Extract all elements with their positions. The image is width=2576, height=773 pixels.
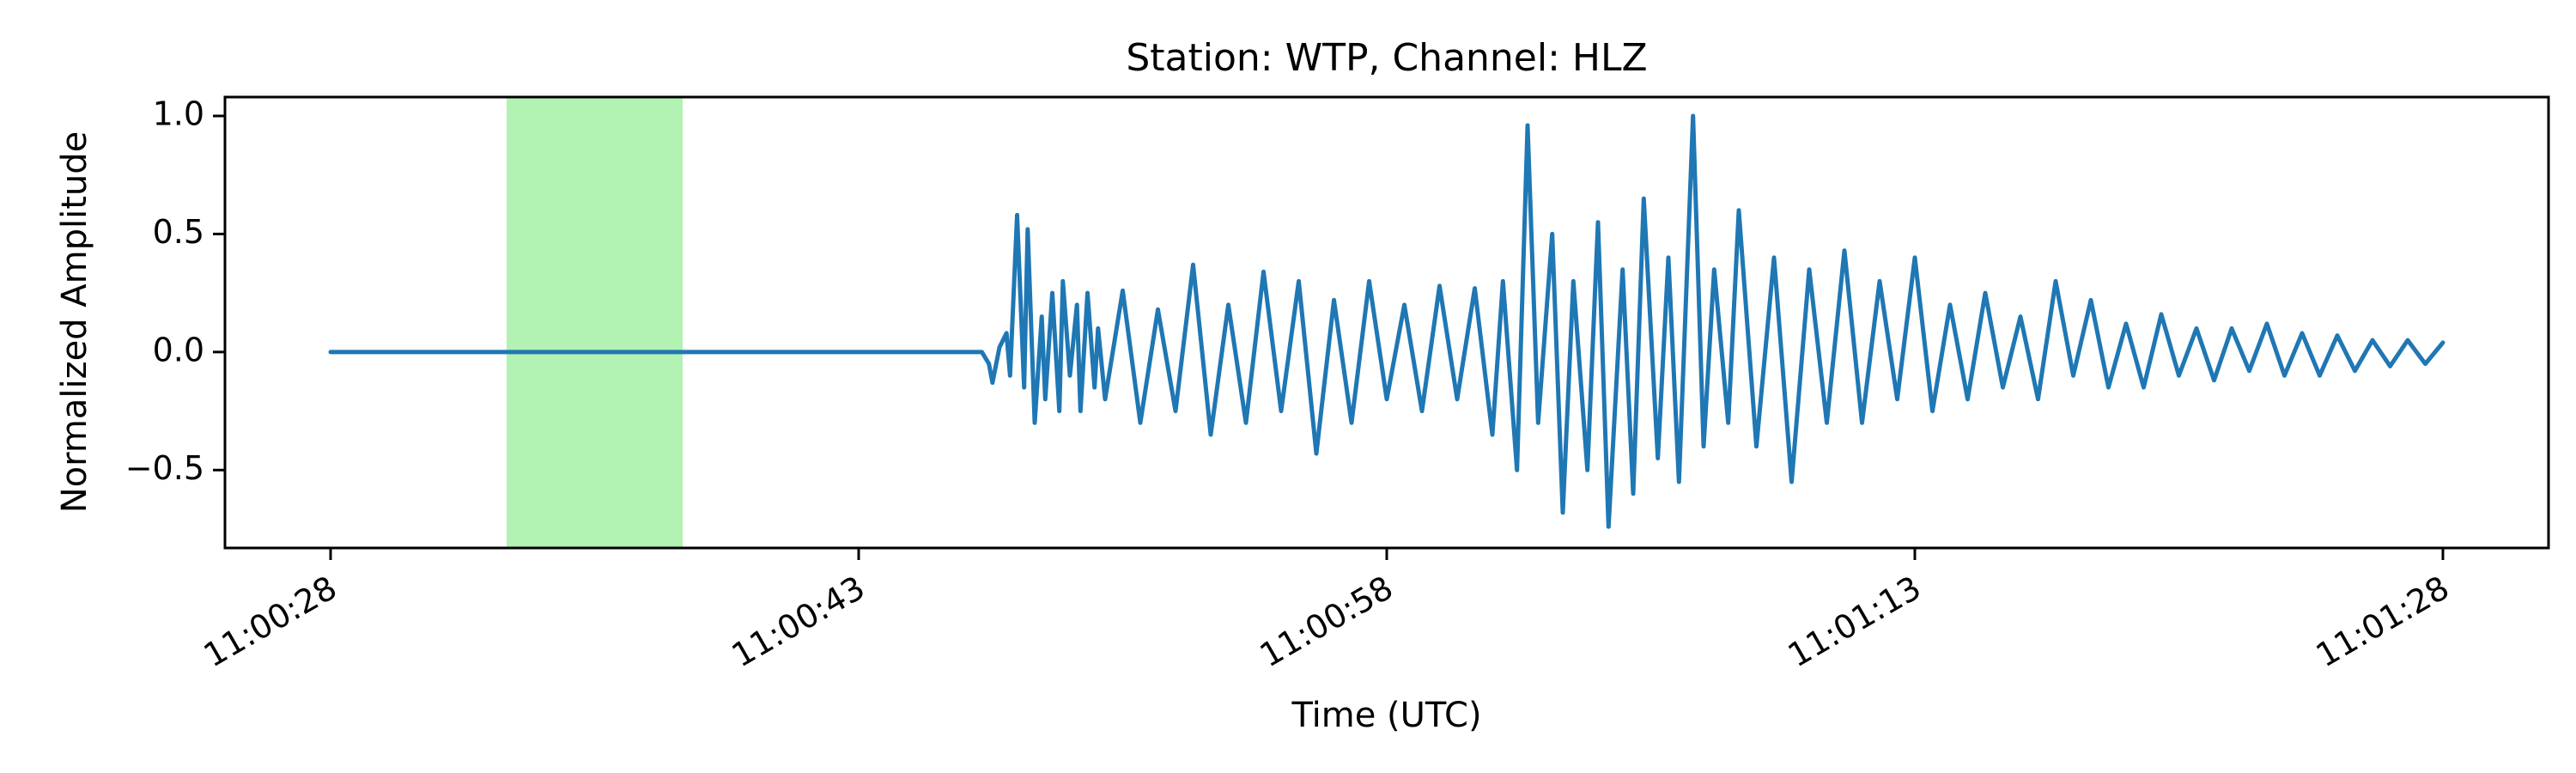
y-axis: −0.5 0.0 0.5 1.0: [125, 94, 225, 487]
x-tick-label: 11:00:43: [726, 569, 872, 674]
y-tick-label: 0.0: [153, 331, 204, 368]
x-tick-label: 11:00:58: [1254, 569, 1400, 674]
x-tick-label: 11:01:28: [2310, 569, 2456, 674]
x-tick-label: 11:00:28: [197, 569, 343, 674]
y-tick-label: 0.5: [153, 213, 204, 251]
y-tick-label: −0.5: [125, 449, 204, 487]
x-axis: 11:00:28 11:00:43 11:00:58 11:01:13 11:01:28: [197, 548, 2456, 674]
x-axis-label: Time (UTC): [1291, 696, 1481, 735]
plot-area: [328, 97, 2445, 548]
series-line: [328, 113, 2445, 529]
highlight-window: [507, 97, 683, 548]
x-tick-label: 11:01:13: [1782, 569, 1928, 674]
y-axis-label: Normalized Amplitude: [55, 131, 94, 514]
y-tick-label: 1.0: [153, 94, 204, 132]
chart-title: Station: WTP, Channel: HLZ: [1126, 36, 1647, 80]
